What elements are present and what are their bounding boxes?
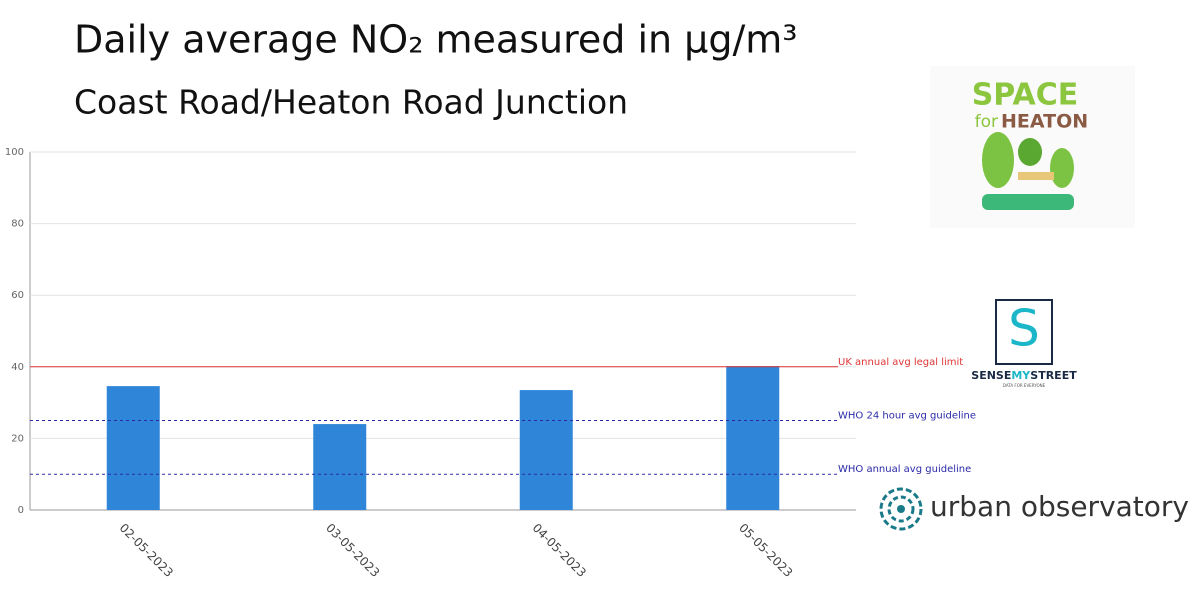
- reference-line-label: UK annual avg legal limit: [838, 357, 963, 368]
- logo-s: S: [1008, 300, 1040, 358]
- sensemystreet-logo: S SENSEMYSTREET DATA FOR EVERYONE: [971, 299, 1077, 388]
- y-tick-label: 0: [18, 505, 24, 516]
- logo-tree: [1050, 148, 1074, 188]
- logo-text: STREET: [1030, 369, 1077, 382]
- logo-bench: [1018, 172, 1054, 180]
- urban-observatory-logo: urban observatory: [879, 487, 1189, 531]
- logo-text: SENSE: [971, 369, 1011, 382]
- y-tick-label: 20: [11, 433, 24, 444]
- logo-tagline: DATA FOR EVERYONE: [1003, 383, 1046, 388]
- chart-title: Daily average NO₂ measured in µg/m³: [74, 18, 798, 62]
- logo-text: HEATON: [1001, 111, 1088, 133]
- logo-text: SENSEMYSTREET: [971, 369, 1077, 382]
- logo-text: MY: [1011, 369, 1031, 382]
- reference-line-label: WHO 24 hour avg guideline: [838, 411, 976, 422]
- y-tick-label: 100: [5, 147, 24, 158]
- y-tick-label: 80: [11, 219, 24, 230]
- x-tick-label: 02-05-2023: [117, 521, 176, 580]
- logo-text: for: [975, 112, 998, 132]
- bar: [313, 424, 367, 510]
- logo-ring: [879, 487, 923, 531]
- logo-tree: [982, 132, 1014, 188]
- logo-ring: [897, 505, 905, 513]
- x-tick-label: 03-05-2023: [323, 521, 382, 580]
- bar: [106, 386, 160, 510]
- x-tick-label: 05-05-2023: [736, 521, 795, 580]
- y-tick-label: 60: [11, 290, 24, 301]
- logo-text: SPACE: [972, 78, 1079, 113]
- y-tick-label: 40: [11, 362, 24, 373]
- logo-frame: [995, 299, 1053, 365]
- bar: [519, 390, 573, 510]
- chart-subtitle: Coast Road/Heaton Road Junction: [74, 83, 628, 122]
- logo-text: urban observatory: [930, 490, 1189, 523]
- logo-ring: [887, 495, 915, 523]
- logo-path: [982, 194, 1074, 210]
- logo-tree: [1018, 138, 1042, 166]
- x-tick-label: 04-05-2023: [530, 521, 589, 580]
- bar: [726, 366, 780, 510]
- space-for-heaton-logo: SPACE for HEATON: [930, 66, 1135, 228]
- reference-line-label: WHO annual avg guideline: [838, 464, 971, 475]
